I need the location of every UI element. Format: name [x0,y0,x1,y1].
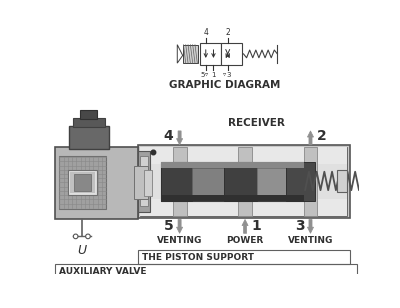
Bar [173,147,186,216]
Bar [161,162,304,201]
Bar [183,45,198,63]
Text: AUXILIARY VALVE: AUXILIARY VALVE [59,266,146,276]
Bar [224,162,256,201]
Bar [80,110,97,119]
Text: 5: 5 [200,71,205,78]
Bar [161,162,304,168]
Polygon shape [242,219,248,233]
Polygon shape [308,219,314,233]
Text: RECEIVER: RECEIVER [228,118,285,128]
Bar [140,147,348,216]
Text: 1: 1 [251,219,261,233]
Bar [69,126,109,148]
Bar [286,162,315,201]
Bar [140,156,148,206]
Text: 1: 1 [211,71,216,78]
Text: 5: 5 [164,219,174,233]
Bar [304,147,318,216]
Bar [161,162,192,201]
Bar [59,156,106,209]
Bar [70,172,95,192]
Text: 2: 2 [317,128,326,143]
Polygon shape [308,131,314,145]
Text: 2: 2 [225,28,230,37]
Bar [68,170,97,195]
Text: POWER: POWER [226,237,264,245]
Text: THE PISTON SUPPORT: THE PISTON SUPPORT [142,253,254,262]
Bar [72,118,105,127]
Bar [138,151,150,212]
Text: 4: 4 [203,28,208,37]
Text: $\triangledown$: $\triangledown$ [204,71,209,78]
Circle shape [73,234,78,239]
Bar [200,43,221,65]
Polygon shape [176,219,183,233]
Text: 4: 4 [164,128,174,143]
Bar [138,250,350,264]
Text: VENTING: VENTING [157,237,202,245]
Bar [55,147,138,219]
Bar [256,168,286,195]
Text: U: U [77,244,86,257]
Bar [161,195,304,201]
Bar [74,174,91,191]
Bar [221,43,242,65]
Bar [144,170,152,196]
Text: VENTING: VENTING [288,237,333,245]
Bar [55,264,358,278]
Circle shape [86,234,90,239]
Text: GRAPHIC DIAGRAM: GRAPHIC DIAGRAM [169,80,280,90]
Polygon shape [177,45,183,63]
Bar [134,166,148,200]
Circle shape [151,150,156,155]
Bar [140,147,348,164]
Polygon shape [176,131,183,145]
Bar [140,199,348,216]
Bar [192,168,224,195]
Bar [238,147,252,216]
Bar [138,145,350,218]
Text: 3: 3 [226,71,231,78]
Text: $\triangledown$: $\triangledown$ [222,71,227,78]
Text: 3: 3 [295,219,304,233]
Bar [338,170,347,192]
